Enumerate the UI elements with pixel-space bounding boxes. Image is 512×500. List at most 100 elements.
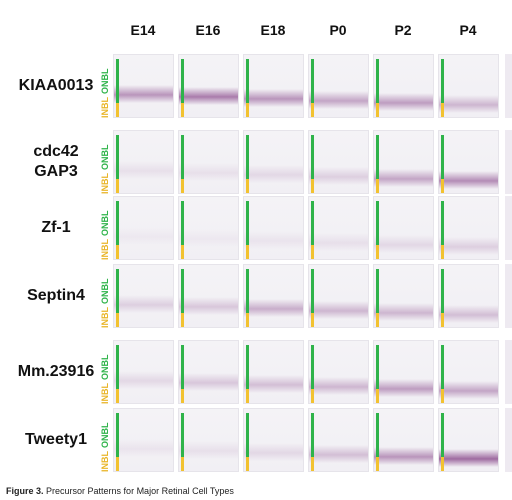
row-label-1: cdc42 GAP3 [4, 142, 108, 182]
onbl-bar [376, 135, 379, 179]
section-image [113, 54, 174, 118]
cropped-column-edge [505, 408, 512, 472]
inbl-bar [376, 313, 379, 327]
column-label-e16: E16 [195, 22, 221, 38]
inbl-bar [311, 179, 314, 193]
section-image [243, 408, 304, 472]
onbl-bar [311, 59, 314, 103]
onbl-bar [181, 413, 184, 457]
onbl-label: ONBL [100, 210, 110, 237]
inbl-bar [311, 457, 314, 471]
inbl-bar [181, 389, 184, 403]
section-image [243, 196, 304, 260]
section-image [438, 408, 499, 472]
inbl-bar [246, 389, 249, 403]
column-label-p2: P2 [394, 22, 412, 38]
inbl-bar [311, 245, 314, 259]
onbl-bar [376, 345, 379, 389]
section-image [373, 196, 434, 260]
onbl-bar [246, 413, 249, 457]
section-image [243, 340, 304, 404]
column-label-e14: E14 [130, 22, 156, 38]
cropped-column-edge [505, 196, 512, 260]
onbl-bar [116, 201, 119, 245]
column-label-p0: P0 [329, 22, 347, 38]
row-label-0: KIAA0013 [4, 76, 108, 96]
onbl-bar [376, 413, 379, 457]
stain-band [179, 297, 238, 315]
onbl-bar [181, 201, 184, 245]
row-label-line: Zf-1 [41, 219, 71, 236]
section-image [178, 264, 239, 328]
stain-band [244, 299, 303, 317]
cropped-column-edge [505, 264, 512, 328]
section-image [243, 130, 304, 194]
inbl-label: INBL [100, 97, 110, 118]
inbl-bar [116, 457, 119, 471]
row-label-line: Tweety1 [25, 431, 87, 448]
inbl-bar [441, 103, 444, 117]
cropped-column-edge [505, 340, 512, 404]
onbl-label: ONBL [100, 68, 110, 95]
onbl-bar [376, 201, 379, 245]
inbl-label: INBL [100, 239, 110, 260]
onbl-bar [246, 201, 249, 245]
cropped-column-edge [505, 130, 512, 194]
section-image [178, 196, 239, 260]
stain-band [309, 233, 368, 251]
onbl-bar [376, 269, 379, 313]
stain-band [439, 449, 498, 467]
inbl-bar [376, 389, 379, 403]
onbl-bar [441, 269, 444, 313]
onbl-bar [376, 59, 379, 103]
row-label-2: Zf-1 [4, 218, 108, 238]
stain-band [439, 381, 498, 399]
inbl-bar [181, 103, 184, 117]
column-label-e18: E18 [260, 22, 286, 38]
inbl-bar [311, 313, 314, 327]
section-image [438, 340, 499, 404]
onbl-bar [246, 59, 249, 103]
row-label-line: Mm.23916 [17, 363, 95, 380]
onbl-bar [181, 345, 184, 389]
inbl-label: INBL [100, 307, 110, 328]
section-image [373, 264, 434, 328]
row-label-4: Mm.23916 [4, 362, 108, 382]
onbl-bar [181, 59, 184, 103]
section-image [438, 130, 499, 194]
onbl-label: ONBL [100, 278, 110, 305]
stain-band [179, 229, 238, 247]
row-label-3: Septin4 [4, 286, 108, 306]
onbl-bar [311, 269, 314, 313]
stain-band [374, 235, 433, 253]
stain-band [244, 231, 303, 249]
section-image [243, 264, 304, 328]
inbl-bar [376, 179, 379, 193]
stain-band [244, 375, 303, 393]
section-image [113, 408, 174, 472]
inbl-bar [441, 457, 444, 471]
stain-band [114, 227, 173, 245]
section-image [113, 340, 174, 404]
section-image [308, 408, 369, 472]
section-image [178, 340, 239, 404]
inbl-bar [116, 389, 119, 403]
section-image [373, 340, 434, 404]
inbl-label: INBL [100, 173, 110, 194]
stain-band [114, 439, 173, 457]
inbl-bar [116, 313, 119, 327]
onbl-bar [311, 135, 314, 179]
stain-band [439, 95, 498, 113]
inbl-bar [181, 313, 184, 327]
onbl-bar [441, 413, 444, 457]
section-image [113, 264, 174, 328]
onbl-bar [441, 201, 444, 245]
section-image [373, 54, 434, 118]
section-image [438, 196, 499, 260]
onbl-bar [116, 345, 119, 389]
inbl-label: INBL [100, 451, 110, 472]
row-label-5: Tweety1 [4, 430, 108, 450]
inbl-bar [246, 245, 249, 259]
onbl-bar [181, 135, 184, 179]
stain-band [309, 301, 368, 319]
